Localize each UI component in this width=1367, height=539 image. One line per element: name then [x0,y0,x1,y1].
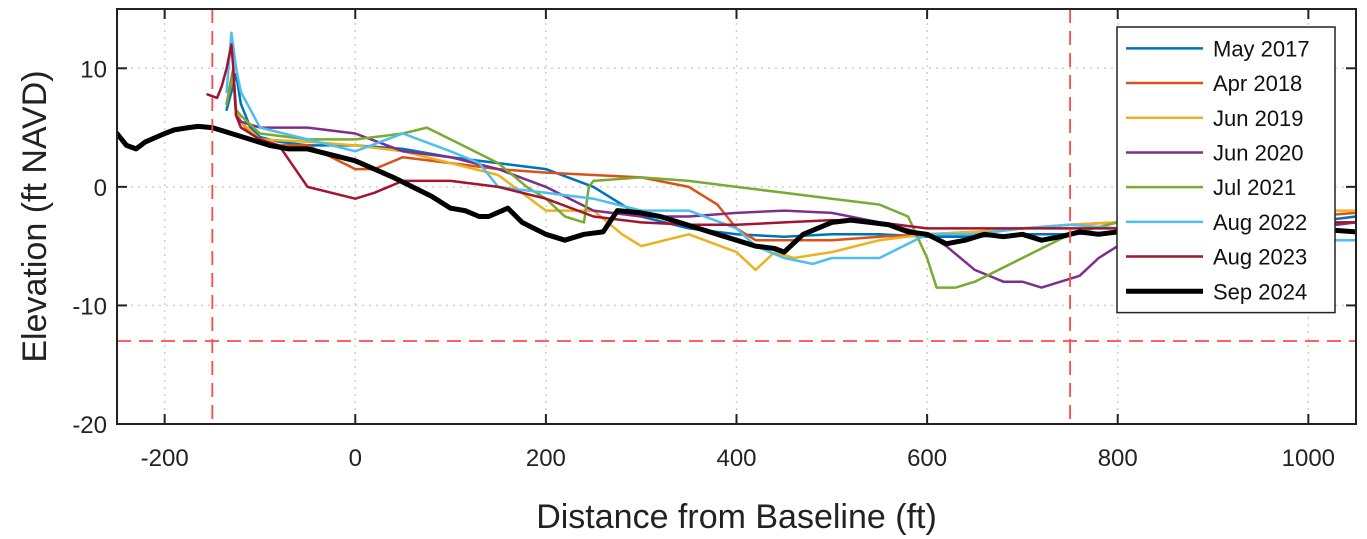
series-line [225,31,1356,266]
x-tick-label: 200 [526,445,566,472]
series-group [117,31,1356,289]
axis-ticks: -200 0 200 400 600 800 1000 -20 -10 0 10 [72,9,1356,472]
legend-label: Aug 2022 [1213,210,1307,235]
legend-label: Jul 2021 [1213,175,1296,200]
y-tick-label: 0 [94,175,107,202]
series-line [206,43,1356,230]
y-tick-label: -10 [72,293,107,320]
series-line [117,123,1356,255]
y-tick-label: -20 [72,412,107,439]
legend-label: May 2017 [1213,36,1310,61]
y-tick-label: 10 [80,56,107,83]
series-line [225,72,1356,289]
legend-label: Sep 2024 [1213,279,1307,304]
x-tick-label: -200 [141,445,189,472]
reference-lines [117,9,1356,424]
x-tick-label: 0 [349,445,362,472]
legend-label: Aug 2023 [1213,245,1307,270]
x-tick-label: 1000 [1282,445,1335,472]
legend-label: Jun 2019 [1213,106,1304,131]
legend-label: Apr 2018 [1213,71,1302,96]
legend: May 2017 Apr 2018 Jun 2019 Jun 2020 Jul 2021… [1116,26,1336,314]
x-axis-title: Distance from Baseline (ft) [536,498,937,536]
legend-label: Jun 2020 [1213,140,1304,165]
x-tick-label: 800 [1098,445,1138,472]
series-line [225,72,1356,289]
x-tick-label: 400 [716,445,756,472]
legend-box [1116,26,1336,314]
y-axis-title: Elevation (ft NAVD) [16,70,54,362]
x-tick-label: 600 [907,445,947,472]
